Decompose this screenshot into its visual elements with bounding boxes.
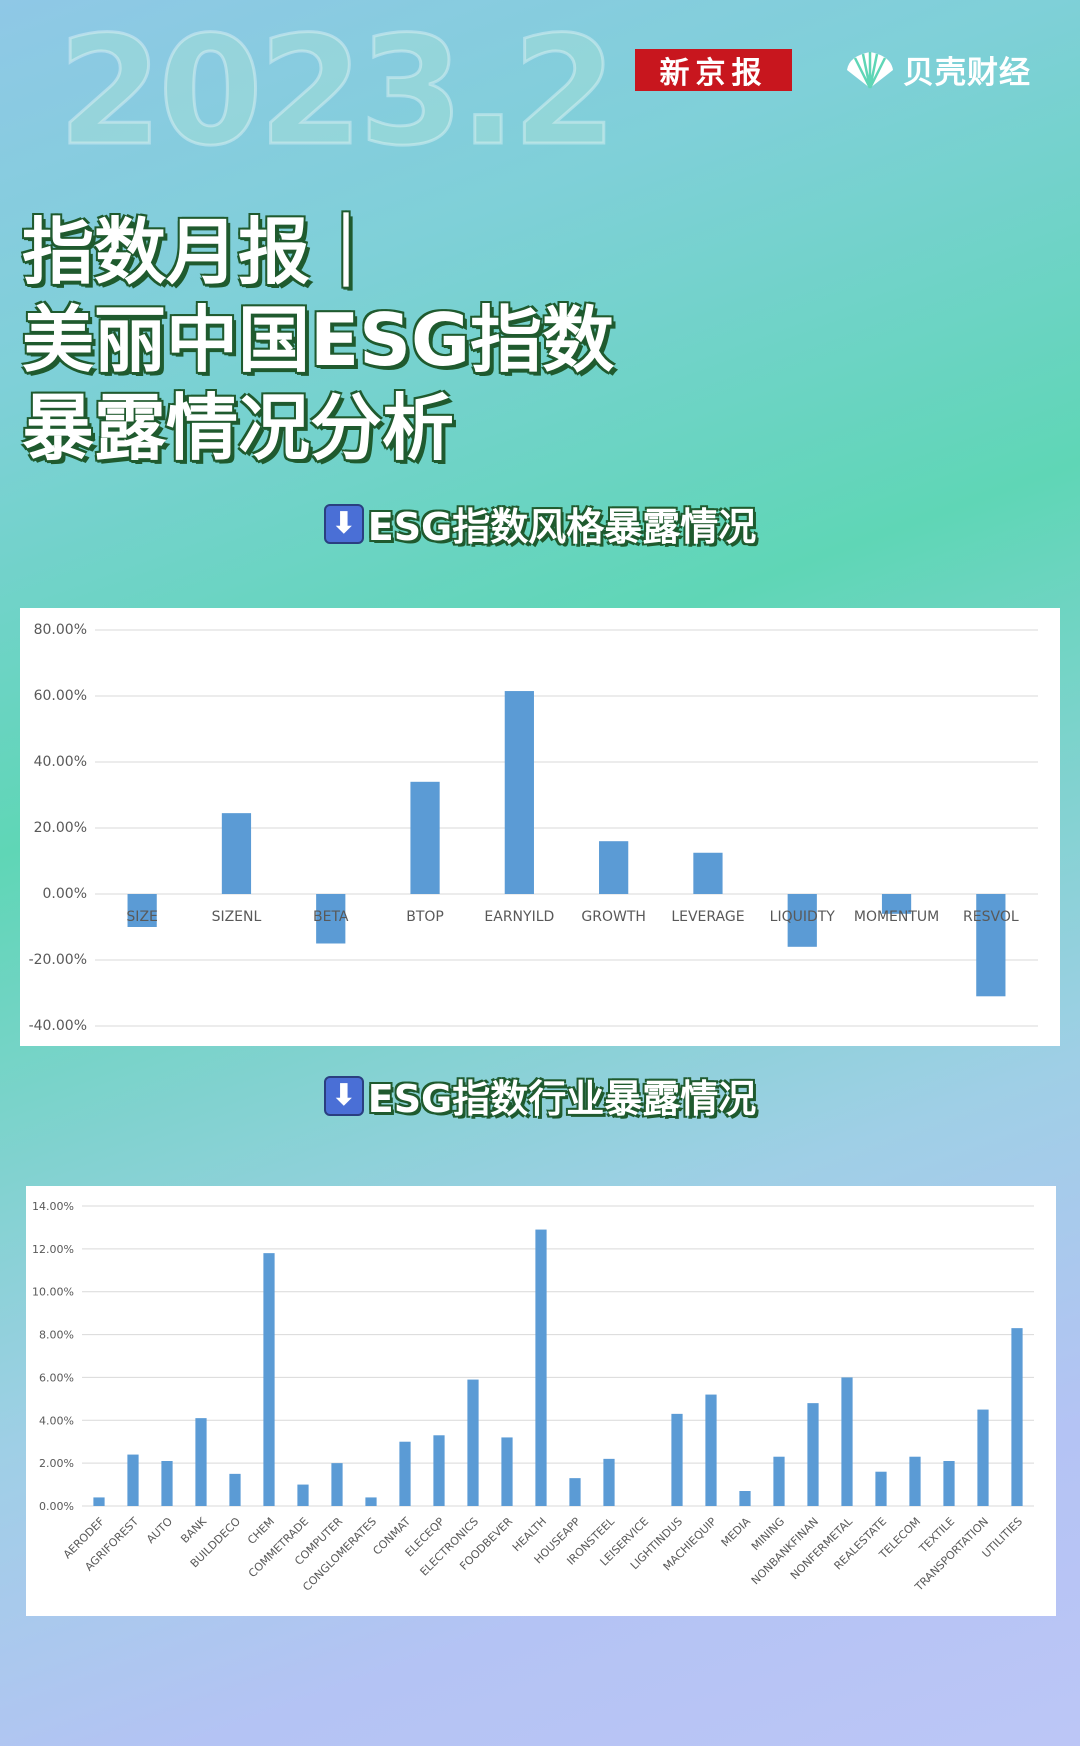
y-tick-label: 20.00% [34,820,87,836]
bar-btop [410,781,440,894]
x-tick-label: AUTO [144,1515,175,1546]
style-exposure-chart-svg: -40.00% -20.00% 0.00% 20.00% 40.00% 60.00% 80.… [29,622,1038,1034]
bar-aerodef [93,1497,105,1506]
industry-exposure-chart-svg: 0.00% 2.00% 4.00% 6.00% 8.00% 10.00% 12.00% 14.… [32,1200,1034,1594]
bar-computer [331,1463,343,1506]
bar-sizenl [221,813,252,894]
x-tick-label: BANK [178,1514,209,1545]
industry-exposure-heading: ⬇ ESG指数行业暴露情况 [0,1068,1080,1123]
bar-agriforest [127,1454,139,1506]
y-tick-label: -40.00% [29,1018,87,1034]
page-title: 指数月报｜ 美丽中国ESG指数 暴露情况分析 [22,208,614,472]
y-tick-label: 8.00% [39,1329,74,1342]
bar-chem [263,1253,275,1506]
y-tick-label: 12.00% [32,1243,74,1256]
industry-exposure-heading-text: ESG指数行业暴露情况 [367,1077,757,1121]
bar-telecom [909,1456,921,1506]
y-tick-label: 14.00% [32,1200,74,1213]
bar-auto [161,1461,173,1506]
style-exposure-heading: ⬇ ESG指数风格暴露情况 [0,496,1080,551]
bar-foodbever [501,1437,513,1506]
bar-mining [773,1456,785,1506]
x-tick-label: COMMETRADE [246,1515,311,1580]
x-tick-label: BTOP [406,909,444,925]
beike-logo-text: 贝壳财经 [903,54,1031,91]
down-arrow-icon: ⬇ [323,1075,364,1116]
y-tick-label: 0.00% [39,1500,74,1513]
bar-commetrade [297,1484,309,1506]
y-tick-label: 0.00% [43,886,87,902]
bar-utilities [1011,1328,1023,1506]
bar-houseapp [569,1478,581,1506]
bar-leverage [693,852,723,894]
bar-media [739,1491,751,1506]
bar-growth [599,841,629,894]
x-tick-label: GROWTH [581,909,646,925]
bar-momentum [881,894,912,914]
bar-machiequip [705,1394,717,1506]
bar-liquidty [787,894,817,947]
beike-caijing-logo: 贝壳财经 [843,46,1031,92]
x-tick-label: LIQUIDTY [770,909,836,925]
bar-conglomerates [365,1497,377,1506]
x-tick-label: BETA [313,909,349,925]
bar-beta [316,894,346,944]
style-exposure-chart: -40.00% -20.00% 0.00% 20.00% 40.00% 60.00% 80.… [20,608,1060,1046]
bar-builddeco [229,1473,241,1506]
bar-nonfermetal [841,1377,853,1506]
bar-transportation [977,1409,989,1506]
bar-bank [195,1418,207,1506]
y-tick-label: 10.00% [32,1286,74,1299]
x-tick-label: SIZENL [212,909,262,925]
y-tick-label: -20.00% [29,952,87,968]
xinjingbao-logo: 新京报 [635,49,792,91]
y-tick-label: 6.00% [39,1371,74,1384]
bar-lightindus [671,1413,683,1506]
x-tick-label: LEVERAGE [671,909,744,925]
shell-icon [847,52,893,89]
bar-electronics [467,1379,479,1506]
style-exposure-heading-text: ESG指数风格暴露情况 [367,505,757,549]
y-tick-label: 40.00% [34,754,87,770]
bar-realestate [875,1471,887,1506]
down-arrow-icon: ⬇ [323,503,364,544]
x-tick-label: CHEM [245,1515,277,1547]
x-tick-label: RESVOL [963,909,1019,925]
bar-resvol [976,894,1006,997]
bar-nonbankfinan [807,1403,819,1506]
y-tick-label: 80.00% [34,622,87,638]
industry-exposure-chart: 0.00% 2.00% 4.00% 6.00% 8.00% 10.00% 12.00% 14.… [26,1186,1056,1616]
y-tick-label: 4.00% [39,1414,74,1427]
bar-size [127,894,157,927]
title-line-3: 暴露情况分析 [22,386,455,470]
bar-health [535,1229,547,1506]
bar-conmat [399,1441,411,1506]
bar-earnyild [504,691,534,894]
x-tick-label: EARNYILD [484,909,554,925]
bar-eleceqp [433,1435,445,1506]
title-line-2: 美丽中国ESG指数 [22,298,615,382]
y-tick-label: 2.00% [39,1457,74,1470]
x-tick-label: MOMENTUM [854,909,939,925]
bar-ironsteel [603,1458,615,1506]
bar-textile [943,1461,955,1506]
x-tick-label: SIZE [126,909,157,925]
title-line-1: 指数月报｜ [22,210,383,294]
year-watermark: 2023.2 [57,5,619,179]
y-tick-label: 60.00% [34,688,87,704]
